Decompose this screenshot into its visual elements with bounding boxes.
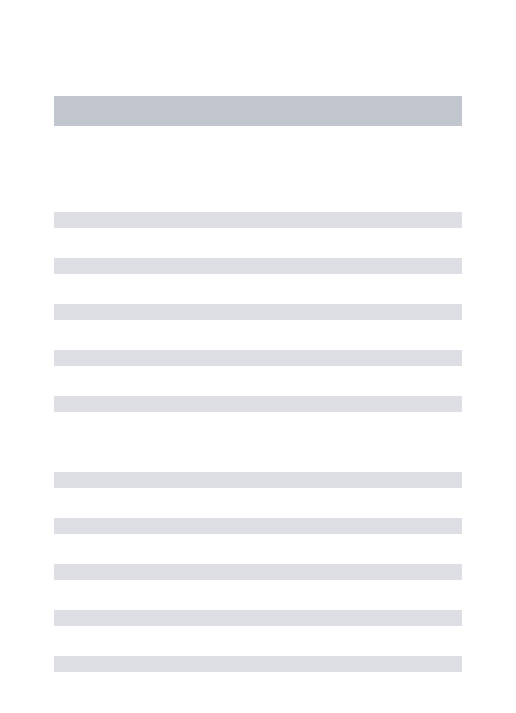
skeleton-line: [54, 304, 462, 320]
skeleton-group-2: [54, 472, 462, 672]
skeleton-line: [54, 258, 462, 274]
skeleton-line: [54, 656, 462, 672]
skeleton-line: [54, 396, 462, 412]
skeleton-group-gap: [54, 442, 462, 472]
skeleton-group-1: [54, 212, 462, 412]
skeleton-line: [54, 212, 462, 228]
skeleton-header-bar: [54, 96, 462, 126]
skeleton-line: [54, 350, 462, 366]
skeleton-line: [54, 564, 462, 580]
skeleton-line: [54, 472, 462, 488]
skeleton-line: [54, 610, 462, 626]
skeleton-line: [54, 518, 462, 534]
